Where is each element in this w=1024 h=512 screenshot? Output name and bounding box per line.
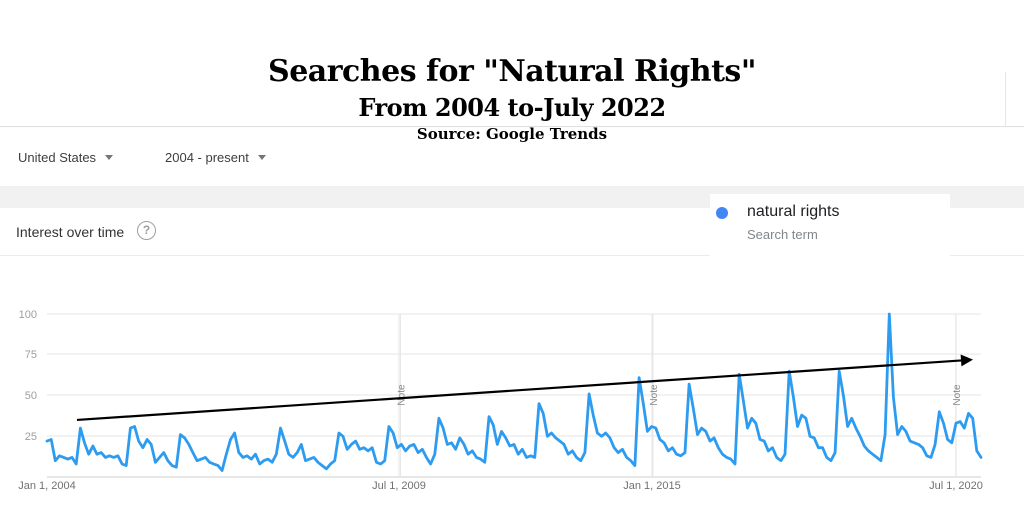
chart-source: Source: Google Trends — [416, 125, 608, 143]
x-tick-label: Jul 1, 2009 — [372, 480, 426, 492]
chevron-down-icon — [105, 155, 114, 160]
chart-title: Searches for "Natural Rights" — [268, 54, 756, 89]
series-line-natural-rights — [45, 312, 983, 472]
x-tick-label: Jul 1, 2020 — [929, 480, 983, 492]
note-label: Note — [952, 384, 963, 406]
legend — [710, 194, 950, 256]
time-range-dropdown[interactable]: 2004 - present — [165, 150, 266, 165]
time-range-label: 2004 - present — [165, 150, 249, 165]
y-tick-label: 50 — [25, 390, 37, 402]
region-dropdown[interactable]: United States — [18, 150, 114, 165]
card-header-divider — [0, 255, 1024, 256]
region-label: United States — [18, 150, 97, 165]
legend-sublabel: Search term — [747, 227, 818, 242]
title-overlay: Searches for "Natural Rights" From 2004 … — [0, 52, 1024, 144]
chevron-down-icon — [257, 155, 266, 160]
legend-term[interactable]: natural rights — [747, 203, 840, 220]
topbar-divider — [0, 126, 1024, 127]
x-tick-label: Jan 1, 2015 — [623, 480, 681, 492]
help-icon[interactable]: ? — [137, 221, 156, 240]
filters-bar: United States 2004 - present — [0, 128, 1024, 186]
chart-subtitle: From 2004 to-July 2022 — [358, 93, 666, 122]
legend-color-dot — [716, 207, 728, 219]
trend-arrow-line — [76, 358, 970, 422]
note-label: Note — [649, 384, 660, 406]
interest-over-time-card — [0, 208, 1024, 512]
card-title: Interest over time — [16, 224, 125, 240]
y-tick-label: 75 — [25, 349, 37, 361]
note-label: Note — [396, 384, 407, 406]
x-tick-label: Jan 1, 2004 — [18, 480, 76, 492]
y-tick-label: 25 — [25, 431, 37, 443]
topbar-separator — [1005, 72, 1006, 126]
trend-arrow-head — [960, 354, 973, 367]
y-tick-label: 100 — [19, 309, 37, 321]
